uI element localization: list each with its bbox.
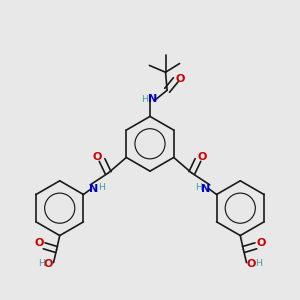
Text: H: H [38,259,45,268]
Text: H: H [98,183,105,192]
Text: N: N [89,184,99,194]
Text: O: O [34,238,44,248]
Text: O: O [176,74,185,84]
Text: N: N [148,94,158,104]
Text: O: O [198,152,207,163]
Text: H: H [195,183,202,192]
Text: O: O [256,238,266,248]
Text: H: H [142,95,148,104]
Text: O: O [247,259,256,269]
Text: H: H [255,259,262,268]
Text: O: O [93,152,102,163]
Text: N: N [201,184,211,194]
Text: O: O [44,259,53,269]
